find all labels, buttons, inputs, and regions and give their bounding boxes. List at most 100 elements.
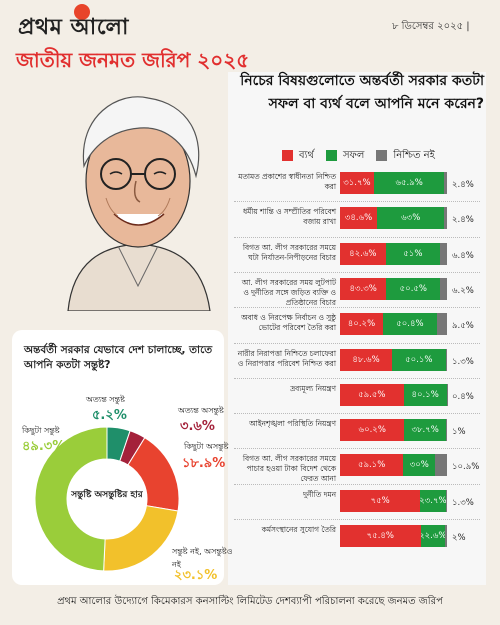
bar-category-label: আ. লীগ সরকারের সময় লুটপাট ও দুর্নীতির স… [241,277,336,307]
bar-segment-success: ৪০.১% [403,383,447,406]
survey-title: জাতীয় জনমত জরিপ ২০২৫ [16,48,250,72]
unsure-value-label: ৯.৫% [452,321,474,332]
donut-slice-value: ১৮.৯% [182,456,226,471]
legend-label-unsure: নিশ্চিত নই [393,150,435,161]
logo-sun-icon [74,4,90,20]
bar-segment-fail: ৫৯.১% [340,454,404,477]
legend-label-fail: ব্যর্থ [299,150,314,161]
bar-segment-success: ২৩.৭% [420,489,446,512]
stacked-bar: ৬০.২% ৩৮.৭% [340,419,447,442]
donut-slice-label: অত্যন্ত অসন্তুষ্ট [178,406,224,415]
stacked-bar: ৩৪.৬% ৬৩% [340,207,447,230]
row-divider [234,342,480,344]
unsure-value-label: ১০.৯% [452,462,480,473]
bar-segment-success: ৩০% [403,454,436,477]
bar-category-label: নারীর নিরাপত্তা নিশ্চিতে চলাফেরা ও নিরাপ… [237,348,336,368]
bar-segment-success: ৬৫.৯% [373,172,445,194]
donut-slice-label: অত্যন্ত সন্তুষ্ট [86,395,125,404]
bar-segment-unsure [435,454,447,477]
bar-segment-fail: ৫৯.৫% [340,383,404,406]
bar-chart-legend: ব্যর্থ সফল নিশ্চিত নই [282,148,435,165]
row-divider [234,236,480,238]
bar-segment-unsure [440,277,447,300]
stacked-bar: ৪২.৬% ৫১% [340,242,447,265]
bar-chart-title: নিচের বিষয়গুলোতে অন্তর্বর্তী সরকার কতটা… [240,73,484,112]
unsure-value-label: ৬.২% [452,285,474,296]
bar-segment-success: ২২.৬% [420,525,445,547]
bar-category-label: কর্মসংস্থানের সুযোগ তৈরি [261,525,336,534]
bar-segment-fail: ৭৫.৪% [340,525,421,547]
stacked-bar: ৫৯.৫% ৪০.১% [340,383,447,406]
publication-logo: প্রথম আলো [18,14,129,40]
donut-slice-label: সন্তুষ্ট নই, অসন্তুষ্টও নই [172,547,233,569]
bar-segment-fail: ৬০.২% [340,419,405,442]
unsure-value-label: ২% [452,533,466,543]
donut-slice-value: ৪৯.৩% [22,439,66,454]
donut-hole [67,459,147,539]
bar-segment-success: ৩৮.৭% [404,419,446,442]
bar-category-label: দ্রব্যমূল্য নিয়ন্ত্রণ [290,383,336,393]
bar-segment-unsure [444,525,447,547]
bar-segment-unsure [436,313,447,336]
bar-segment-fail: ৩১.৭% [340,172,374,194]
row-divider [234,271,480,273]
bar-category-label: আইনশৃঙ্খলা পরিস্থিতি নিয়ন্ত্রণ [249,419,336,429]
legend-item-unsure: নিশ্চিত নই [376,148,435,165]
legend-swatch-success [325,149,337,161]
legend-swatch-fail [282,149,293,161]
legend-label-success: সফল [342,150,365,161]
unsure-value-label: ১.৩% [452,497,474,508]
unsure-value-label: ২.৪% [452,215,474,226]
unsure-value-label: ৬.৪% [452,250,474,261]
bar-segment-unsure [444,172,447,194]
row-divider [234,519,480,520]
publication-date: ৮ ডিসেম্বর ২০২৫ | [392,21,470,32]
row-divider [234,448,480,450]
bar-segment-success: ৫০.১% [392,348,446,371]
donut-chart: সন্তুষ্টি অসন্তুষ্টির হার [34,426,180,572]
footer-note: প্রথম আলোর উদ্যোগে কিমেকারস কনসাল্টিং লি… [57,596,443,607]
donut-slice-label: কিছুটা সন্তুষ্ট [22,426,60,435]
row-divider [234,483,480,485]
bar-segment-fail: ৪৩.৩% [340,277,387,300]
donut-chart-title: অন্তর্বর্তী সরকার যেভাবে দেশ চালাচ্ছে, ত… [24,344,213,371]
stacked-bar: ৭৫.৪% ২২.৬% [340,525,447,547]
donut-slice-value: ৩.৬% [180,419,215,434]
bar-segment-fail: ৭৫% [340,489,421,512]
bar-segment-unsure [444,207,447,230]
bar-segment-success: ৫০.৪% [382,313,437,336]
donut-slice-label: কিছুটা অসন্তুষ্ট [184,442,229,451]
row-divider [234,377,480,379]
bar-category-label: মতামত প্রকাশের স্বাধীনতা নিশ্চিত করা [238,172,336,191]
row-divider [234,307,480,309]
stacked-bar: ৪৮.৬% ৫০.১% [340,348,447,371]
unsure-value-label: ১% [452,427,466,438]
bar-category-label: ধর্মীয় শান্তি ও সম্প্রীতির পরিবেশ বজায়… [242,207,336,227]
unsure-value-label: ১.৩% [452,356,474,367]
row-divider [234,413,480,415]
bar-category-label: অবাধ ও নিরপেক্ষ নির্বাচন ও সুষ্ঠু ভোটের … [241,313,336,333]
donut-center-label: সন্তুষ্টি অসন্তুষ্টির হার [70,488,144,501]
bar-segment-success: ৫০.৫% [386,277,441,300]
stacked-bar: ৭৫% ২৩.৭% [340,489,447,512]
stacked-bar: ৩১.৭% ৬৫.৯% [340,172,447,194]
bar-segment-fail: ৩৪.৬% [340,207,378,230]
bar-category-label: বিগত আ. লীগ সরকারের সময়ে ঘটা নির্যাতন-ন… [242,242,336,262]
bar-segment-success: ৬৩% [377,207,445,230]
bar-segment-fail: ৪২.৬% [340,242,386,265]
legend-item-success: সফল [325,148,365,165]
stacked-bar: ৫৯.১% ৩০% [340,454,447,477]
legend-swatch-unsure [376,149,388,161]
donut-slice-value: ২৩.১% [174,568,218,583]
bar-category-label: বিগত আ. লীগ সরকারের সময়ে পাচার হওয়া টা… [242,454,336,484]
bar-segment-unsure [445,348,447,371]
legend-item-fail: ব্যর্থ [282,148,314,165]
unsure-value-label: ০.৪% [452,391,474,402]
bar-segment-unsure [445,419,447,442]
bar-segment-fail: ৪০.২% [340,313,383,336]
bar-category-label: দুর্নীতি দমন [303,489,336,499]
bar-segment-unsure [445,489,447,512]
donut-slice-value: ৫.২% [92,408,127,423]
unsure-value-label: ২.৪% [452,180,474,190]
